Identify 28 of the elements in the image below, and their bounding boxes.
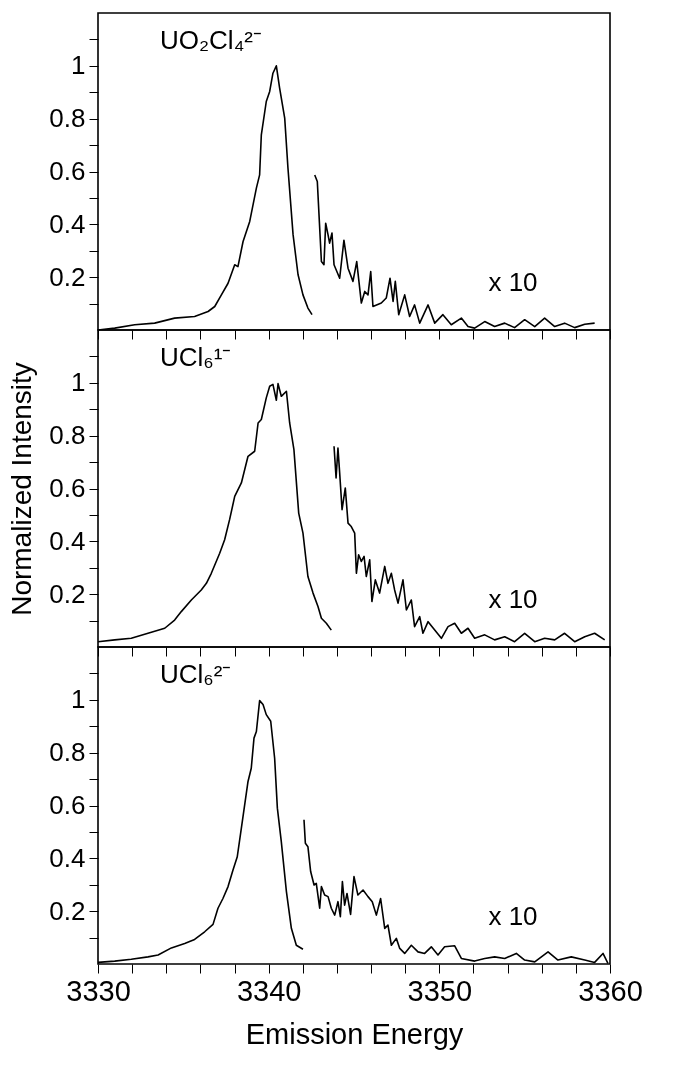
- x-tick-label: 3360: [578, 974, 643, 1007]
- y-tick-label: 1: [71, 684, 86, 715]
- y-tick-label: 1: [71, 367, 86, 398]
- x-tick-label: 3340: [236, 974, 302, 1007]
- annotation: x 10: [488, 267, 538, 297]
- y-tick-label: 0.2: [49, 895, 86, 926]
- y-tick-label: 0.8: [49, 737, 86, 768]
- annotation: x 10: [488, 584, 538, 614]
- annotation: x 10: [488, 901, 538, 931]
- y-tick-label: 0.2: [49, 261, 86, 292]
- y-tick-label: 0.8: [49, 103, 86, 134]
- annotation: UCl₆¹⁻: [160, 342, 232, 372]
- x-tick-label: 3330: [66, 974, 131, 1007]
- y-tick-label: 0.4: [49, 525, 86, 556]
- y-tick-label: 0.8: [49, 420, 86, 451]
- y-axis-title: Normalized Intensity: [6, 362, 38, 616]
- line-series: [333, 445, 606, 643]
- x-tick-label: 3350: [407, 974, 473, 1007]
- y-tick-label: 0.6: [49, 473, 86, 503]
- x-axis-title: Emission Energy: [245, 1017, 464, 1050]
- y-tick-label: 0.6: [49, 156, 86, 186]
- y-tick-label: 0.6: [49, 790, 86, 820]
- annotation: UCl₆²⁻: [160, 659, 232, 689]
- y-tick-label: 0.4: [49, 842, 86, 873]
- y-tick-label: 0.4: [49, 208, 86, 239]
- annotation: UO₂Cl₄²⁻: [160, 25, 262, 55]
- y-tick-label: 1: [71, 50, 86, 81]
- y-tick-label: 0.2: [49, 578, 86, 609]
